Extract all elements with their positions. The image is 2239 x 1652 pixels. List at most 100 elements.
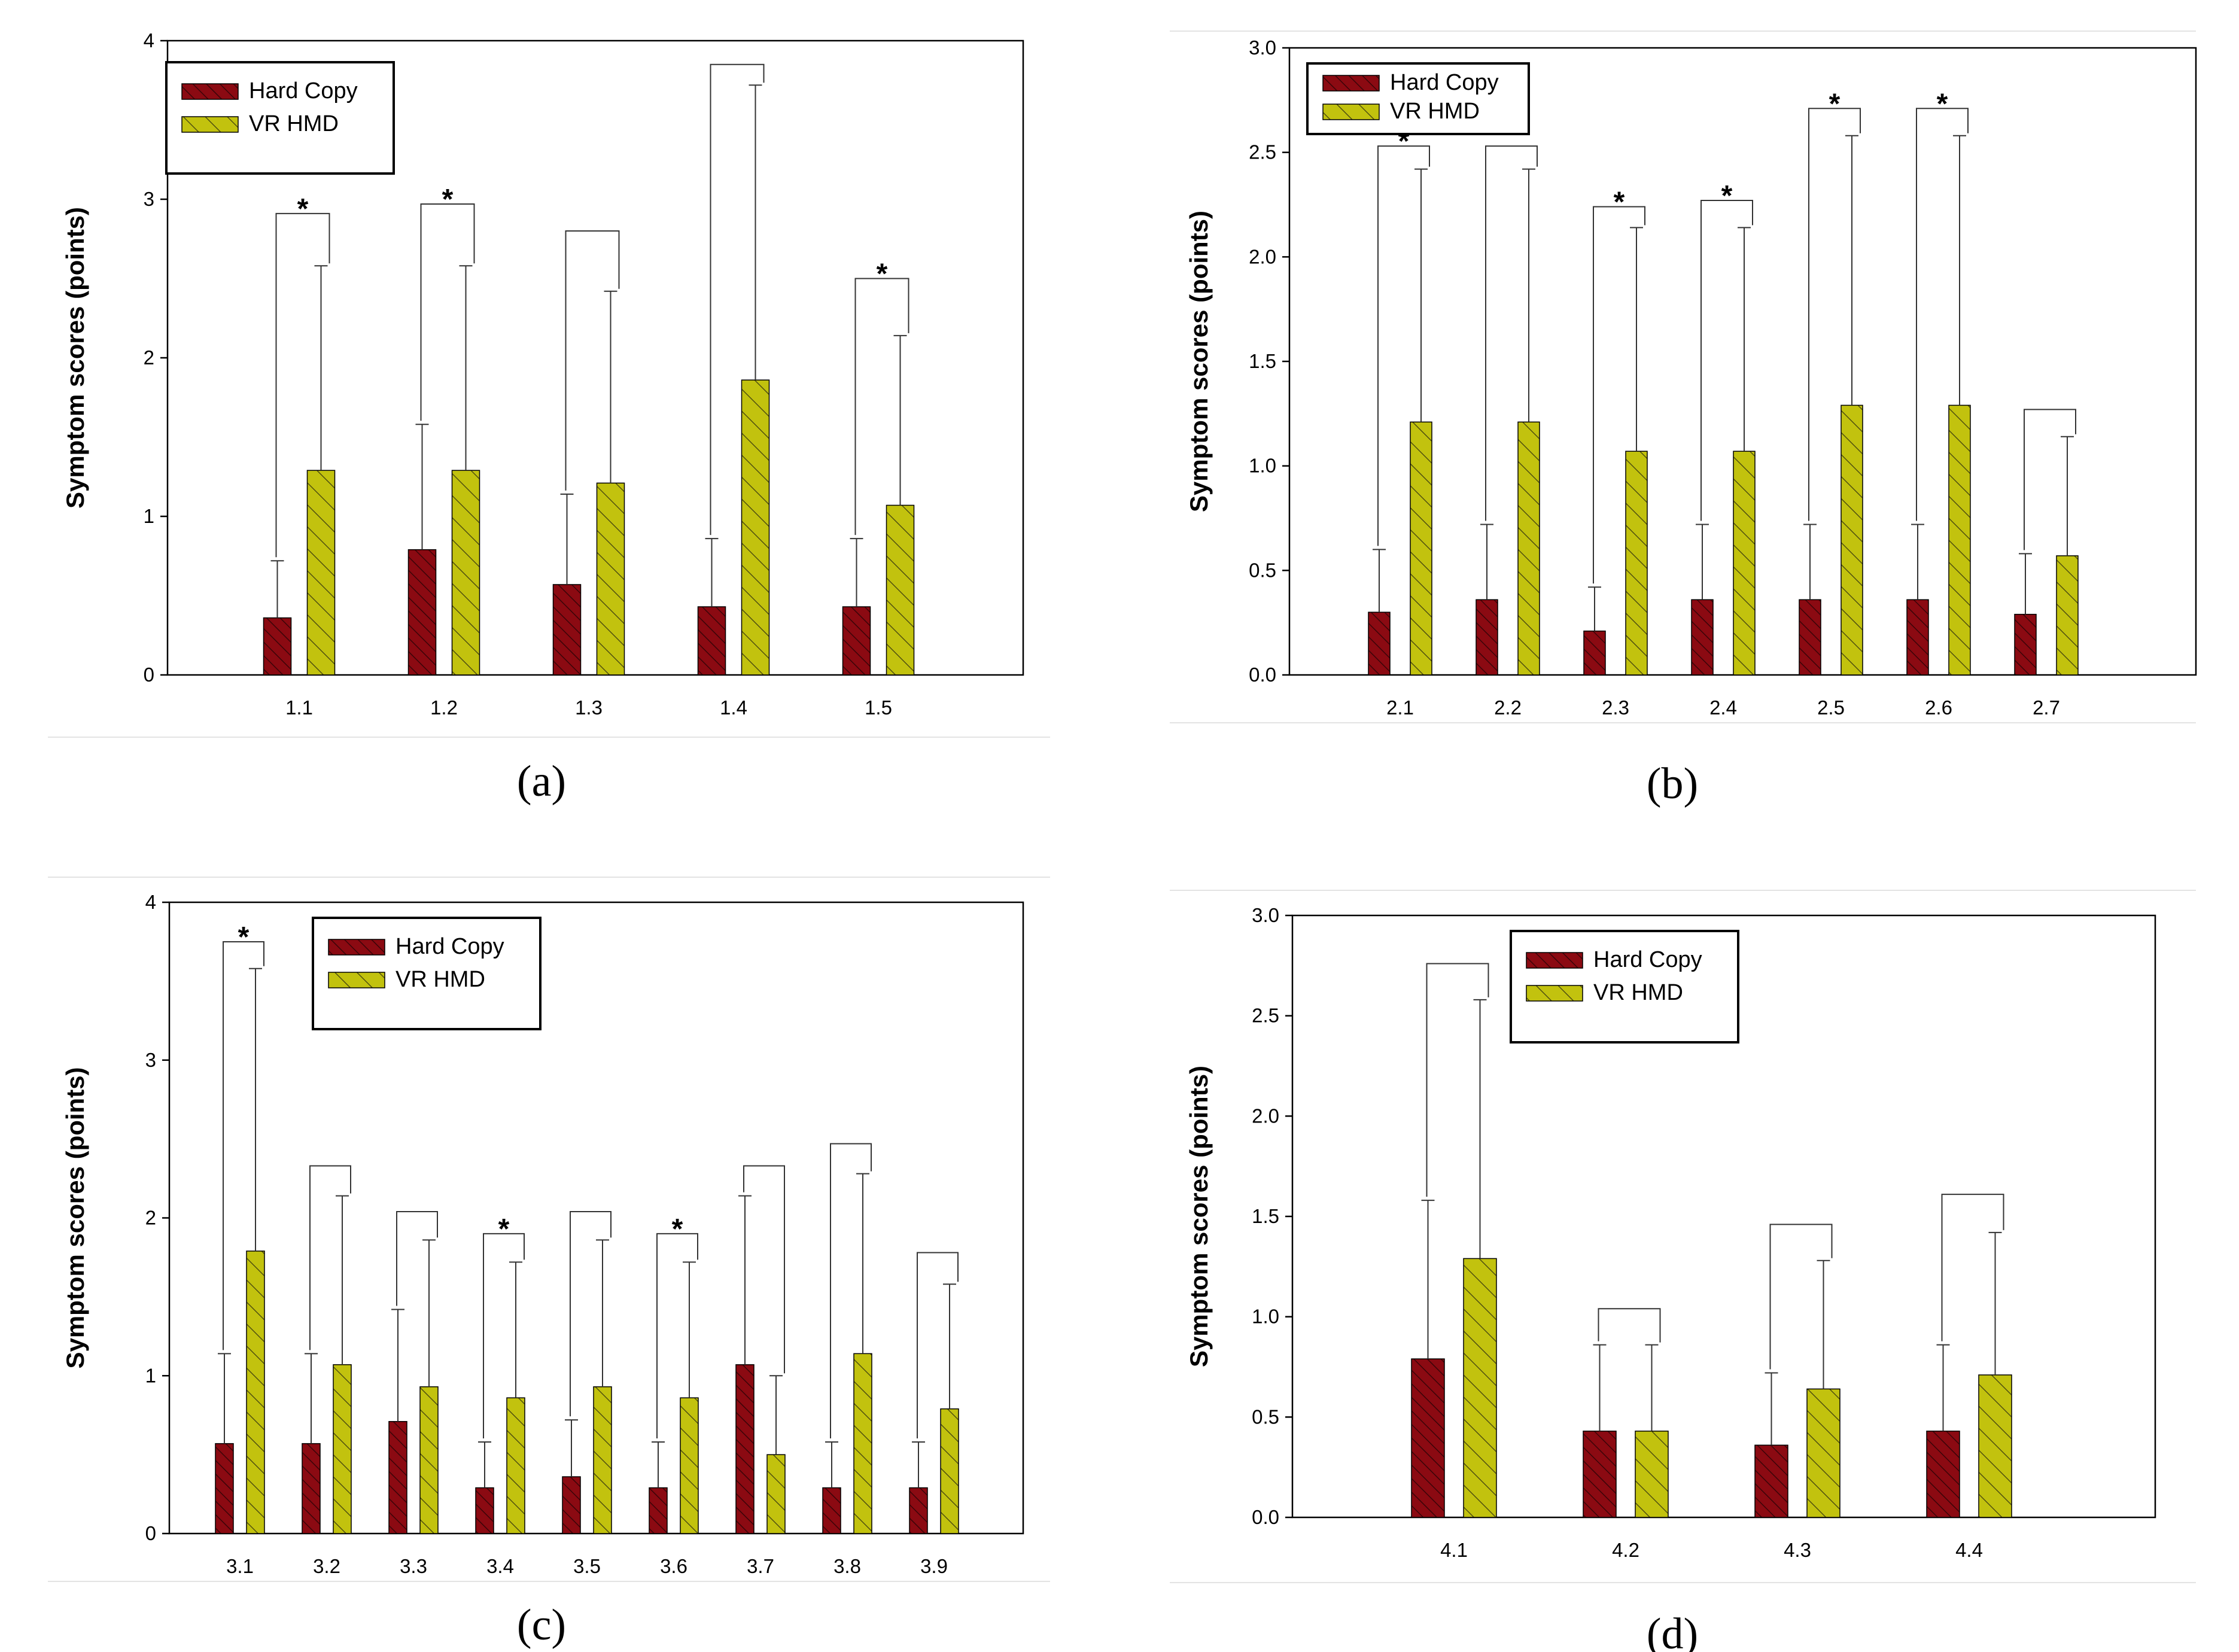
significance-star-2-3: * — [1614, 186, 1625, 218]
bar-hard-copy-2-3 — [1583, 630, 1606, 676]
bar-vr-hmd-3-2 — [333, 1364, 352, 1534]
significance-star-2-6: * — [1937, 88, 1948, 120]
y-tick-label: 1.5 — [1252, 1205, 1279, 1227]
bar-hard-copy-2-7 — [2014, 613, 2037, 676]
comparison-bracket-3-6 — [656, 1233, 698, 1439]
significance-star-3-4: * — [498, 1213, 510, 1245]
x-tick-label-3-2: 3.2 — [313, 1555, 340, 1577]
legend-label-hard-copy: Hard Copy — [396, 934, 504, 959]
bar-hard-copy-2-1 — [1368, 611, 1391, 676]
legend: Hard Copy VR HMD — [1306, 62, 1530, 135]
significance-star-1-1: * — [297, 193, 309, 225]
y-tick-label: 3 — [145, 1049, 156, 1071]
x-tick-label-1-4: 1.4 — [720, 696, 747, 719]
comparison-bracket-2-6 — [1916, 108, 1969, 521]
comparison-bracket-3-9 — [917, 1252, 959, 1439]
x-tick-label-3-8: 3.8 — [833, 1555, 861, 1577]
bar-hard-copy-1-2 — [407, 549, 437, 676]
x-tick-label-2-2: 2.2 — [1494, 696, 1522, 719]
y-axis-label: Symptom scores (points) — [1185, 211, 1213, 512]
bar-hard-copy-2-2 — [1476, 599, 1498, 676]
x-tick-label-1-1: 1.1 — [285, 696, 313, 719]
x-tick-label-2-6: 2.6 — [1925, 696, 1952, 719]
y-tick-label: 2.5 — [1249, 141, 1276, 163]
legend-label-hard-copy: Hard Copy — [249, 78, 358, 104]
y-tick-label: 1.5 — [1249, 350, 1276, 372]
y-tick-label: 2 — [144, 346, 154, 369]
bar-vr-hmd-2-2 — [1517, 421, 1540, 676]
bar-vr-hmd-2-6 — [1948, 404, 1971, 676]
bar-hard-copy-4-1 — [1411, 1358, 1445, 1518]
bar-vr-hmd-3-5 — [593, 1386, 612, 1534]
bar-hard-copy-1-4 — [697, 606, 726, 676]
bar-vr-hmd-1-3 — [596, 482, 625, 676]
legend-swatch-hard-copy — [328, 939, 385, 956]
significance-star-2-4: * — [1721, 180, 1733, 212]
x-tick-label-3-7: 3.7 — [747, 1555, 774, 1577]
y-axis-label: Symptom scores (points) — [61, 1067, 89, 1368]
comparison-bracket-1-5 — [854, 278, 909, 536]
legend-swatch-vr-hmd — [1526, 985, 1583, 1002]
significance-star-3-6: * — [672, 1213, 683, 1245]
bar-hard-copy-4-2 — [1583, 1431, 1617, 1518]
x-tick-label-3-4: 3.4 — [486, 1555, 514, 1577]
chart-panel-a: 0 1 2 3 4 Symptom scores (points) * 1.1 * 1.2 1.3 1… — [48, 29, 1050, 806]
x-tick-label-1-3: 1.3 — [575, 696, 603, 719]
comparison-bracket-1-3 — [565, 230, 620, 491]
significance-star-3-1: * — [238, 921, 250, 953]
y-tick-label: 1.0 — [1252, 1306, 1279, 1328]
bar-vr-hmd-2-7 — [2056, 555, 2079, 676]
comparison-bracket-2-2 — [1485, 145, 1538, 521]
bar-hard-copy-3-1 — [215, 1443, 234, 1534]
legend-frame — [1510, 930, 1739, 1043]
x-tick-label-4-3: 4.3 — [1784, 1539, 1811, 1561]
bar-vr-hmd-1-1 — [306, 470, 336, 676]
bar-vr-hmd-4-2 — [1635, 1431, 1669, 1518]
bar-hard-copy-2-4 — [1691, 599, 1714, 676]
x-tick-label-3-3: 3.3 — [400, 1555, 427, 1577]
comparison-bracket-2-3 — [1593, 206, 1645, 584]
bar-vr-hmd-1-4 — [741, 379, 770, 676]
y-tick-label: 0.0 — [1249, 664, 1276, 686]
y-tick-label: 3.0 — [1252, 904, 1279, 926]
bar-hard-copy-1-3 — [552, 584, 582, 676]
comparison-bracket-3-4 — [483, 1233, 525, 1439]
bar-vr-hmd-2-4 — [1733, 451, 1756, 676]
comparison-bracket-2-1 — [1377, 145, 1430, 546]
legend-label-vr-hmd: VR HMD — [249, 111, 339, 136]
x-tick-label-4-4: 4.4 — [1955, 1539, 1983, 1561]
legend-label-vr-hmd: VR HMD — [1390, 99, 1480, 124]
y-tick-label: 3.0 — [1249, 36, 1276, 59]
y-axis-label: Symptom scores (points) — [61, 207, 89, 509]
legend-swatch-vr-hmd — [1322, 104, 1380, 120]
y-tick-label: 3 — [144, 188, 154, 210]
bar-vr-hmd-2-1 — [1410, 421, 1432, 676]
legend-swatch-vr-hmd — [328, 972, 385, 988]
y-tick-label: 4 — [145, 891, 156, 913]
x-tick-label-1-2: 1.2 — [430, 696, 458, 719]
comparison-bracket-1-2 — [420, 203, 475, 421]
bar-vr-hmd-1-2 — [451, 470, 480, 676]
y-tick-label: 2.0 — [1249, 245, 1276, 267]
bar-vr-hmd-3-1 — [246, 1251, 265, 1534]
comparison-bracket-2-4 — [1700, 200, 1753, 521]
bar-hard-copy-2-6 — [1906, 599, 1929, 676]
legend-swatch-hard-copy — [1322, 75, 1380, 92]
bar-vr-hmd-4-1 — [1463, 1258, 1497, 1518]
bar-hard-copy-1-5 — [842, 606, 871, 676]
legend-label-vr-hmd: VR HMD — [396, 967, 485, 992]
x-tick-label-2-1: 2.1 — [1386, 696, 1414, 719]
comparison-bracket-4-4 — [1941, 1194, 2004, 1341]
comparison-bracket-3-2 — [309, 1165, 351, 1350]
bar-hard-copy-3-8 — [822, 1487, 841, 1534]
bar-hard-copy-3-7 — [735, 1364, 755, 1534]
y-tick-label: 0.0 — [1252, 1506, 1279, 1528]
legend-label-vr-hmd: VR HMD — [1593, 980, 1683, 1005]
bar-hard-copy-3-6 — [649, 1487, 668, 1534]
bar-hard-copy-3-3 — [388, 1420, 407, 1534]
x-tick-label-2-3: 2.3 — [1602, 696, 1629, 719]
comparison-bracket-3-3 — [396, 1210, 438, 1306]
panel-caption: (a) — [517, 757, 566, 806]
bar-vr-hmd-3-6 — [680, 1397, 699, 1534]
